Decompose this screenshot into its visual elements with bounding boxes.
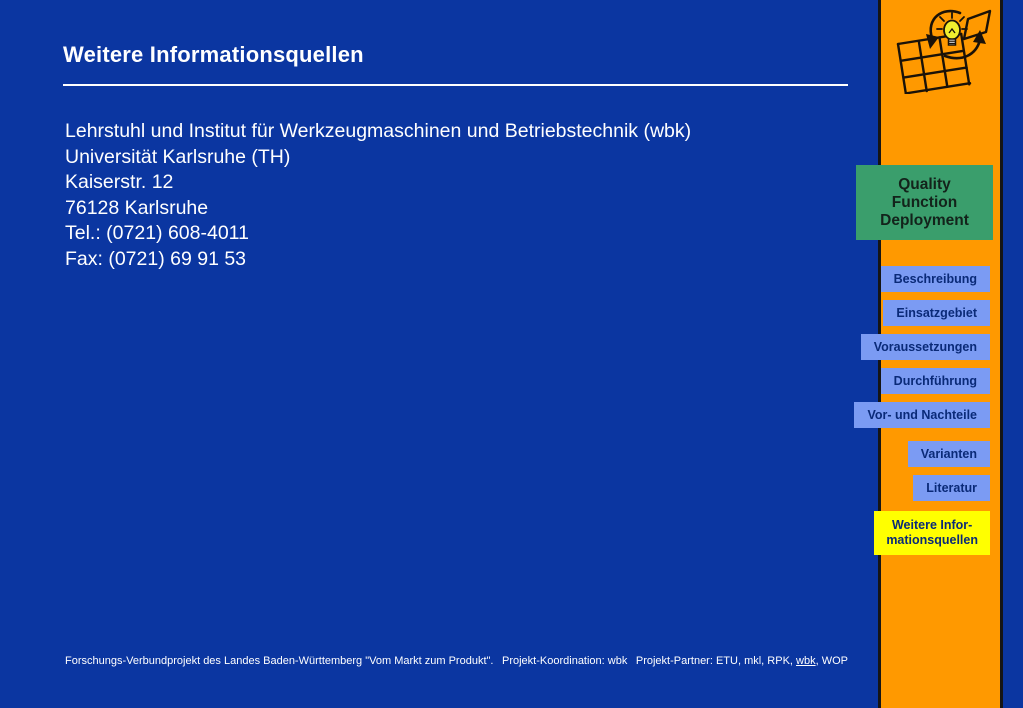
- nav-button-varianten[interactable]: Varianten: [907, 441, 990, 467]
- contact-line-fax: Fax: (0721) 69 91 53: [65, 247, 247, 270]
- nav-button-label-line: mationsquellen: [886, 533, 978, 547]
- nav-button-voraussetzungen[interactable]: Voraussetzungen: [860, 334, 990, 360]
- page-title: Weitere Informationsquellen: [63, 42, 364, 67]
- method-title-line: Function: [891, 193, 958, 211]
- footer-wbk-link[interactable]: wbk: [796, 655, 816, 667]
- method-title-line: Deployment: [880, 211, 969, 229]
- title-divider: [63, 84, 848, 86]
- contact-line-city: 76128 Karlsruhe: [65, 196, 209, 219]
- qfd-matrix-idea-cycle-icon: [890, 6, 992, 95]
- nav-button-literatur[interactable]: Literatur: [913, 475, 990, 501]
- contact-line-institute: Lehrstuhl und Institut für Werkzeugmasch…: [65, 120, 692, 142]
- nav-button-weitere-informationsquellen[interactable]: Weitere Infor- mationsquellen: [874, 511, 990, 555]
- footer-project-text: Forschungs-Verbundprojekt des Landes Bad…: [65, 655, 494, 667]
- nav-button-label-line: Weitere Infor-: [891, 518, 973, 532]
- contact-line-street: Kaiserstr. 12: [65, 171, 174, 194]
- contact-block: Lehrstuhl und Institut für Werkzeugmasch…: [65, 119, 691, 273]
- footer-coordination-text: Projekt-Koordination: wbk: [502, 655, 628, 667]
- nav-button-einsatzgebiet[interactable]: Einsatzgebiet: [883, 300, 990, 326]
- method-title-line: Quality: [898, 175, 951, 193]
- footer-partners-suffix: , WOP: [815, 655, 848, 667]
- sidebar-nav: Beschreibung Einsatzgebiet Voraussetzung…: [854, 266, 990, 563]
- footer-partners-text: Projekt-Partner: ETU, mkl, RPK, wbk, WOP: [636, 655, 848, 667]
- method-title-box: Quality Function Deployment: [856, 165, 993, 240]
- nav-button-beschreibung[interactable]: Beschreibung: [880, 266, 990, 292]
- contact-line-phone: Tel.: (0721) 608-4011: [65, 222, 249, 245]
- slide-footer: Forschungs-Verbundprojekt des Landes Bad…: [65, 655, 848, 667]
- nav-button-durchfuehrung[interactable]: Durchführung: [880, 368, 990, 394]
- contact-line-university: Universität Karlsruhe (TH): [65, 145, 291, 168]
- nav-button-vor-und-nachteile[interactable]: Vor- und Nachteile: [854, 402, 990, 428]
- footer-partners-prefix: Projekt-Partner: ETU, mkl, RPK,: [635, 655, 797, 667]
